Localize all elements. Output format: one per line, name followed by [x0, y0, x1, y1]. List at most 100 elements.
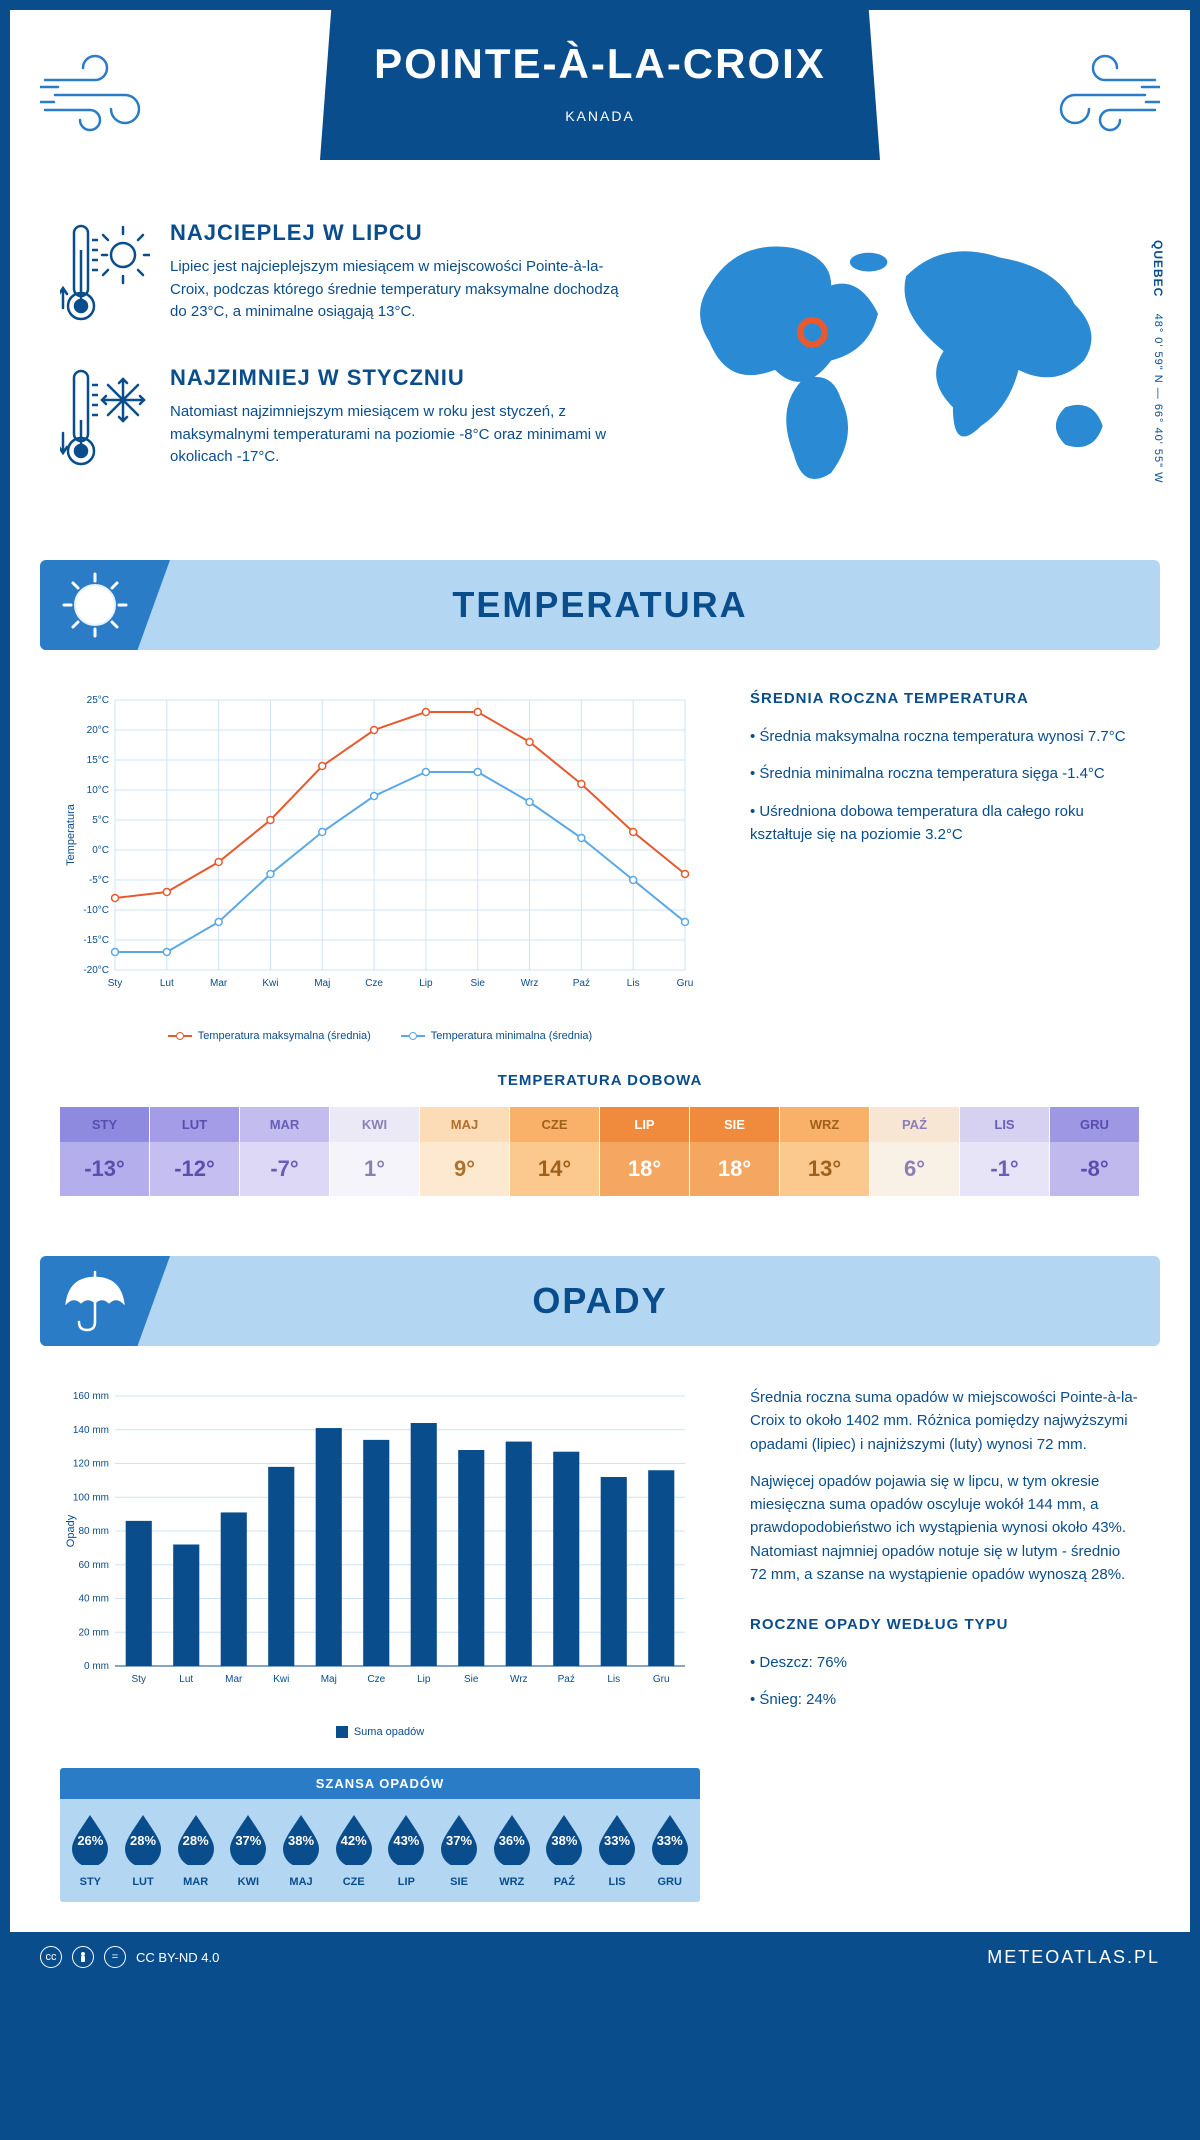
legend-min: Temperatura minimalna (średnia)	[431, 1030, 592, 1042]
chance-month: LIS	[591, 1876, 644, 1888]
dobowa-cell: LIS -1°	[960, 1107, 1050, 1196]
dobowa-cell: STY -13°	[60, 1107, 150, 1196]
umbrella-icon	[40, 1256, 170, 1346]
warmest-title: NAJCIEPLEJ W LIPCU	[170, 220, 622, 246]
coldest-block: NAJZIMNIEJ W STYCZNIU Natomiast najzimni…	[60, 365, 622, 480]
map-column: QUEBEC 48° 0' 59" N — 66° 40' 55" W	[672, 220, 1140, 510]
svg-text:Gru: Gru	[653, 1674, 670, 1685]
precipitation-row: 0 mm 20 mm 40 mm 60 mm 80 mm 100 mm 120 mm 140 …	[10, 1376, 1190, 1932]
dobowa-cell: GRU -8°	[1050, 1107, 1140, 1196]
temperature-row: -20°C-15°C-10°C-5°C0°C5°C10°C15°C20°C25°…	[10, 680, 1190, 1072]
chance-value: 38%	[542, 1833, 586, 1848]
dobowa-cell: MAJ 9°	[420, 1107, 510, 1196]
chance-cell: 37% KWI	[222, 1813, 275, 1888]
dobowa-cell: CZE 14°	[510, 1107, 600, 1196]
svg-text:Cze: Cze	[365, 978, 383, 989]
chance-value: 36%	[490, 1833, 534, 1848]
svg-text:Paź: Paź	[573, 978, 590, 989]
legend-max: Temperatura maksymalna (średnia)	[198, 1030, 371, 1042]
svg-text:140 mm: 140 mm	[73, 1425, 109, 1436]
svg-text:5°C: 5°C	[92, 815, 109, 826]
szansa-title: SZANSA OPADÓW	[60, 1768, 700, 1799]
country-name: KANADA	[320, 108, 880, 124]
chance-value: 42%	[332, 1833, 376, 1848]
svg-text:60 mm: 60 mm	[78, 1560, 109, 1571]
sun-icon	[40, 560, 170, 650]
temp-stat-item: Średnia minimalna roczna temperatura się…	[750, 762, 1140, 785]
svg-text:-15°C: -15°C	[83, 935, 109, 946]
region-label: QUEBEC	[1151, 240, 1165, 297]
svg-text:Lut: Lut	[179, 1674, 193, 1685]
chance-month: CZE	[327, 1876, 380, 1888]
dobowa-cell: SIE 18°	[690, 1107, 780, 1196]
raindrop-icon: 33%	[648, 1813, 692, 1870]
precipitation-chance: SZANSA OPADÓW 26% STY 28% LUT 28%	[60, 1768, 700, 1902]
chance-cell: 42% CZE	[327, 1813, 380, 1888]
raindrop-icon: 37%	[226, 1813, 270, 1870]
daily-temperature: TEMPERATURA DOBOWA STY -13°LUT -12°MAR -…	[10, 1072, 1190, 1236]
chance-month: GRU	[643, 1876, 696, 1888]
chance-cell: 26% STY	[64, 1813, 117, 1888]
raindrop-icon: 38%	[279, 1813, 323, 1870]
lat-label: 48° 0' 59" N	[1152, 314, 1164, 384]
legend-opady: Suma opadów	[354, 1726, 424, 1738]
chance-month: SIE	[433, 1876, 486, 1888]
svg-text:-5°C: -5°C	[89, 875, 109, 886]
section-title: OPADY	[532, 1280, 667, 1322]
by-icon	[72, 1946, 94, 1968]
svg-text:80 mm: 80 mm	[78, 1526, 109, 1537]
dobowa-cell: PAŹ 6°	[870, 1107, 960, 1196]
raindrop-icon: 33%	[595, 1813, 639, 1870]
chance-month: MAJ	[275, 1876, 328, 1888]
chance-month: STY	[64, 1876, 117, 1888]
header: POINTE-À-LA-CROIX KANADA	[10, 10, 1190, 190]
chance-cell: 33% LIS	[591, 1813, 644, 1888]
city-name: POINTE-À-LA-CROIX	[320, 40, 880, 88]
opady-type-item: Deszcz: 76%	[750, 1651, 1140, 1674]
precipitation-chart: 0 mm 20 mm 40 mm 60 mm 80 mm 100 mm 120 mm 140 …	[60, 1386, 700, 1902]
dobowa-cell: MAR -7°	[240, 1107, 330, 1196]
svg-text:Kwi: Kwi	[273, 1674, 289, 1685]
svg-text:Temperatura: Temperatura	[65, 803, 77, 866]
svg-text:10°C: 10°C	[87, 785, 109, 796]
license-text: CC BY-ND 4.0	[136, 1950, 219, 1965]
svg-text:Maj: Maj	[321, 1674, 337, 1685]
lon-label: 66° 40' 55" W	[1152, 404, 1164, 484]
chance-cell: 37% SIE	[433, 1813, 486, 1888]
thermometer-sun-icon	[60, 220, 150, 335]
chance-value: 38%	[279, 1833, 323, 1848]
chance-value: 33%	[648, 1833, 692, 1848]
chance-cell: 36% WRZ	[485, 1813, 538, 1888]
chance-month: KWI	[222, 1876, 275, 1888]
svg-text:Mar: Mar	[210, 978, 228, 989]
raindrop-icon: 28%	[174, 1813, 218, 1870]
coldest-text: Natomiast najzimniejszym miesiącem w rok…	[170, 401, 622, 469]
opady-p2: Najwięcej opadów pojawia się w lipcu, w …	[750, 1470, 1140, 1586]
warmest-text: Lipiec jest najcieplejszym miesiącem w m…	[170, 256, 622, 324]
svg-text:100 mm: 100 mm	[73, 1492, 109, 1503]
chance-value: 26%	[68, 1833, 112, 1848]
temp-stat-item: Średnia maksymalna roczna temperatura wy…	[750, 725, 1140, 748]
dobowa-cell: LIP 18°	[600, 1107, 690, 1196]
temp-legend: Temperatura maksymalna (średnia) Tempera…	[60, 1030, 700, 1042]
chance-cell: 38% PAŹ	[538, 1813, 591, 1888]
dobowa-cell: LUT -12°	[150, 1107, 240, 1196]
svg-text:20°C: 20°C	[87, 725, 109, 736]
svg-text:0 mm: 0 mm	[84, 1661, 109, 1672]
svg-text:40 mm: 40 mm	[78, 1594, 109, 1605]
svg-text:-10°C: -10°C	[83, 905, 109, 916]
svg-text:0°C: 0°C	[92, 845, 109, 856]
svg-text:160 mm: 160 mm	[73, 1391, 109, 1402]
svg-text:20 mm: 20 mm	[78, 1627, 109, 1638]
svg-text:Kwi: Kwi	[262, 978, 278, 989]
temp-stat-item: Uśredniona dobowa temperatura dla całego…	[750, 800, 1140, 847]
svg-text:Paź: Paź	[558, 1674, 575, 1685]
svg-text:Opady: Opady	[65, 1514, 77, 1547]
svg-text:Lip: Lip	[419, 978, 433, 989]
chance-month: WRZ	[485, 1876, 538, 1888]
chance-value: 28%	[174, 1833, 218, 1848]
svg-text:120 mm: 120 mm	[73, 1459, 109, 1470]
raindrop-icon: 28%	[121, 1813, 165, 1870]
cc-icon: cc	[40, 1946, 62, 1968]
chance-month: LIP	[380, 1876, 433, 1888]
